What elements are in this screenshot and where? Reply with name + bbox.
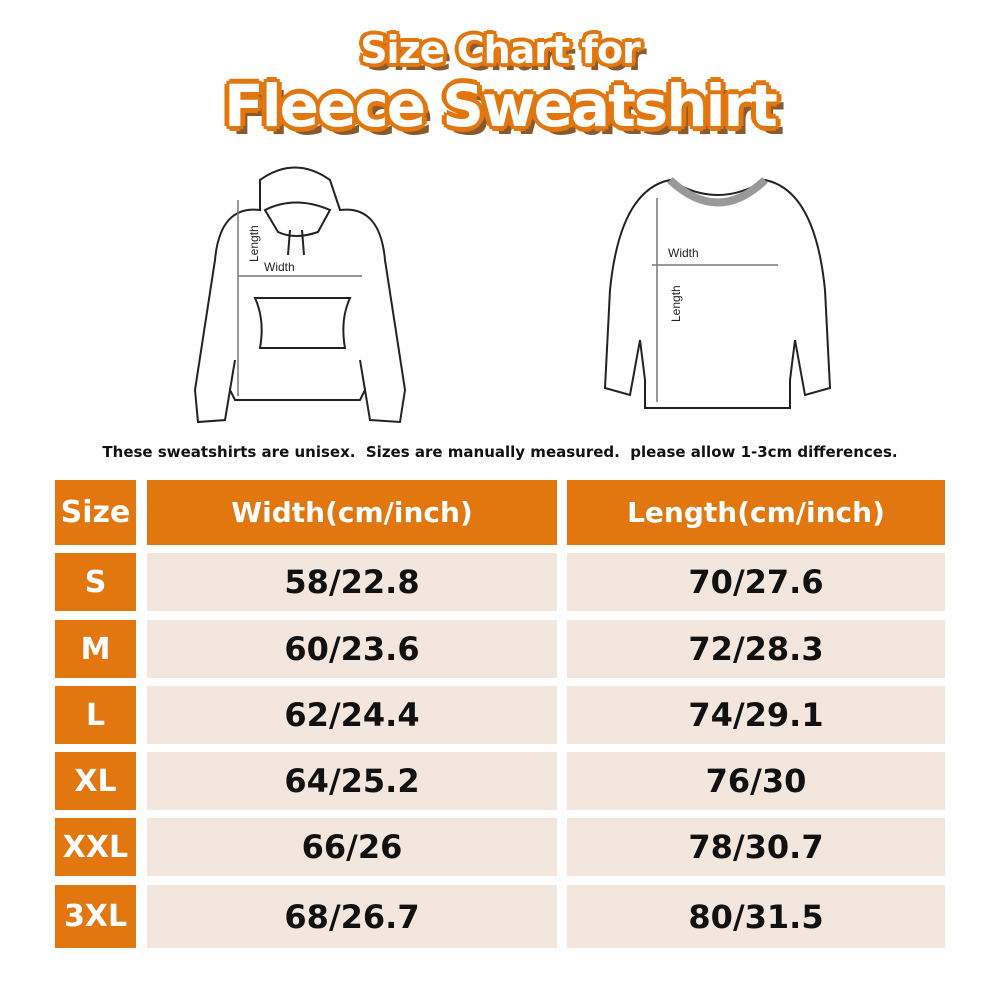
row-xxl-width: 66/26: [147, 818, 557, 876]
sweatshirt-illustration: Width Length: [603, 177, 832, 409]
row-xl-size: XL: [55, 752, 136, 810]
row-l-length: 74/29.1: [567, 686, 945, 744]
header-length: Length(cm/inch): [567, 480, 945, 545]
row-3xl-size: 3XL: [55, 885, 136, 948]
title-line-2: Fleece Sweatshirt: [224, 72, 778, 140]
row-l-width: 62/24.4: [147, 686, 557, 744]
row-3xl-length: 80/31.5: [567, 885, 945, 948]
row-s-width: 58/22.8: [147, 553, 557, 611]
row-m-length: 72/28.3: [567, 620, 945, 678]
sweatshirt-length-label: Length: [669, 285, 683, 322]
row-xxl-length: 78/30.7: [567, 818, 945, 876]
row-m-size: M: [55, 620, 136, 678]
row-m-width: 60/23.6: [147, 620, 557, 678]
header-width: Width(cm/inch): [147, 480, 557, 545]
row-xxl-size: XXL: [55, 818, 136, 876]
row-xl-width: 64/25.2: [147, 752, 557, 810]
row-xl-length: 76/30: [567, 752, 945, 810]
hoodie-illustration: Length Width: [193, 166, 407, 424]
row-l-size: L: [55, 686, 136, 744]
row-s-size: S: [55, 553, 136, 611]
sizing-note: These sweatshirts are unisex. Sizes are …: [102, 443, 898, 461]
hoodie-width-label: Width: [264, 260, 295, 274]
hoodie-length-label: Length: [247, 225, 261, 262]
title-line-1: Size Chart for: [360, 28, 641, 72]
header-size: Size: [55, 480, 136, 545]
row-s-length: 70/27.6: [567, 553, 945, 611]
row-3xl-width: 68/26.7: [147, 885, 557, 948]
sweatshirt-width-label: Width: [668, 246, 699, 260]
